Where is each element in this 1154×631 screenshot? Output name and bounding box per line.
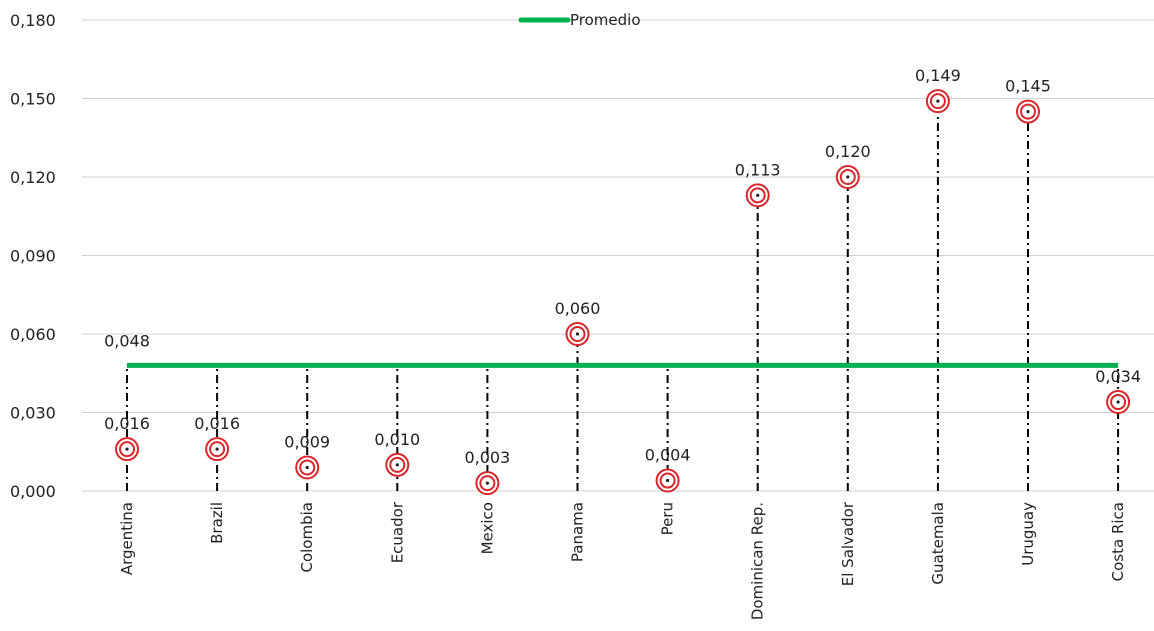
y-tick-label: 0,060 — [10, 325, 56, 344]
y-axis-tick-labels: 0,000 0,030 0,060 0,090 0,120 0,150 0,180 — [10, 11, 56, 501]
data-label: 0,016 — [194, 414, 240, 433]
data-point — [835, 165, 860, 189]
data-point — [1106, 390, 1131, 415]
category-labels: Argentina Brazil Colombia Ecuador Mexico Pana… — [118, 501, 1127, 620]
data-point — [1016, 99, 1040, 124]
average-value-label: 0,048 — [104, 331, 150, 350]
category-label: Uruguay — [1019, 502, 1037, 566]
average-line-group: 0,048 — [104, 331, 1119, 368]
y-tick-label: 0,000 — [10, 482, 56, 501]
category-label: Mexico — [478, 502, 496, 554]
y-tick-label: 0,120 — [10, 168, 56, 187]
category-label: Peru — [659, 502, 677, 535]
category-label: Brazil — [208, 502, 226, 544]
category-label: Colombia — [298, 502, 316, 573]
y-tick-label: 0,090 — [10, 247, 56, 266]
category-label: Argentina — [118, 502, 136, 575]
data-point — [385, 452, 410, 477]
legend-label-promedio: Promedio — [570, 11, 641, 29]
category-label: Dominican Rep. — [749, 502, 767, 620]
data-point — [115, 437, 139, 462]
legend: Promedio — [518, 11, 641, 29]
data-point — [925, 89, 950, 114]
category-label: Guatemala — [929, 502, 947, 585]
data-label: 0,060 — [555, 299, 601, 318]
data-label: 0,004 — [645, 446, 691, 465]
data-point — [205, 437, 230, 462]
category-label: Costa Rica — [1109, 502, 1127, 581]
y-tick-label: 0,030 — [10, 404, 56, 423]
data-label: 0,016 — [104, 414, 150, 433]
data-label: 0,149 — [915, 66, 961, 85]
data-point — [295, 455, 320, 480]
data-label: 0,009 — [284, 432, 330, 451]
data-label: 0,145 — [1005, 77, 1051, 96]
data-label: 0,120 — [825, 142, 871, 161]
data-point — [655, 468, 680, 493]
category-label: El Salvador — [839, 501, 857, 586]
data-labels: 0,016 0,016 0,009 0,010 0,003 0,060 0,004 0,113… — [104, 66, 1141, 467]
grid — [82, 19, 1154, 492]
data-label: 0,034 — [1095, 367, 1141, 386]
stems — [126, 101, 1120, 491]
data-point — [565, 322, 590, 346]
category-label: Panama — [569, 502, 587, 562]
y-tick-label: 0,150 — [10, 90, 56, 109]
category-label: Ecuador — [388, 501, 406, 563]
data-label: 0,003 — [464, 448, 510, 467]
data-label: 0,010 — [374, 430, 420, 449]
data-point — [745, 183, 770, 208]
markers — [115, 89, 1131, 496]
data-label: 0,113 — [735, 160, 781, 179]
y-tick-label: 0,180 — [10, 11, 56, 30]
data-point — [475, 471, 500, 496]
